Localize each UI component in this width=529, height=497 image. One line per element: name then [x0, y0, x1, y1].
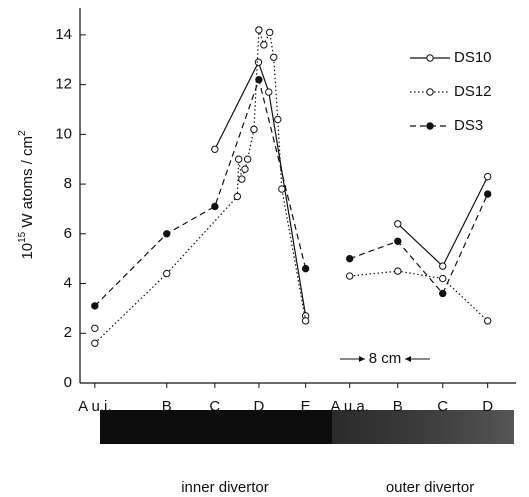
- y-label-part: W atoms / cm: [19, 136, 36, 232]
- y-label-part: 10: [19, 243, 36, 260]
- data-point: [234, 155, 243, 163]
- x-tick-label: A u.a.: [331, 398, 369, 415]
- y-tick-label: 12: [55, 76, 72, 93]
- data-point: [260, 41, 268, 49]
- inner-divertor-band: [100, 410, 332, 444]
- legend-marker: [426, 88, 434, 96]
- data-point: [439, 274, 447, 283]
- data-point: [265, 88, 273, 96]
- data-point: [394, 237, 402, 245]
- x-tick-label: C: [209, 398, 220, 415]
- arrow-head: [405, 356, 411, 362]
- legend-label: DS3: [454, 117, 483, 134]
- data-point: [345, 254, 354, 263]
- data-point: [394, 220, 402, 228]
- data-point: [91, 302, 99, 310]
- y-tick-label: 4: [64, 275, 72, 292]
- x-tick-label: B: [162, 398, 172, 415]
- data-point: [243, 155, 252, 163]
- x-tick-label: D: [253, 398, 264, 415]
- y-tick-label: 0: [64, 374, 72, 391]
- data-point: [301, 317, 310, 325]
- arrow-head: [359, 356, 365, 362]
- data-point: [274, 115, 282, 124]
- legend-label: DS10: [454, 49, 492, 66]
- data-point: [241, 165, 249, 173]
- y-tick-label: 6: [64, 225, 72, 242]
- y-tick-label: 14: [55, 26, 72, 43]
- data-point: [91, 324, 99, 332]
- legend-marker: [426, 54, 434, 62]
- data-point: [233, 192, 242, 201]
- data-point: [278, 185, 286, 193]
- data-point: [211, 202, 219, 211]
- data-point: [91, 339, 99, 347]
- data-point: [255, 75, 263, 84]
- data-point: [483, 190, 492, 198]
- x-tick-label: D: [482, 398, 493, 415]
- data-point: [211, 145, 219, 153]
- outer-divertor-band: [332, 410, 514, 444]
- region-label: inner divertor: [181, 479, 269, 496]
- data-point: [265, 28, 274, 37]
- x-tick-label: E: [301, 398, 311, 415]
- data-point: [345, 272, 354, 280]
- x-tick-label: B: [393, 398, 403, 415]
- data-point: [270, 53, 278, 61]
- data-point: [255, 26, 263, 34]
- y-tick-label: 2: [64, 324, 72, 341]
- series-line: [94, 29, 489, 344]
- x-tick-label: C: [437, 398, 448, 415]
- y-axis-label: 1015 W atoms / cm2: [17, 130, 36, 260]
- legend-label: DS12: [454, 83, 492, 100]
- legend-marker: [426, 122, 434, 130]
- data-point: [439, 262, 447, 270]
- data-point: [163, 230, 171, 238]
- data-point: [163, 269, 171, 278]
- annotation: 8 cm: [369, 350, 402, 367]
- data-point: [483, 317, 492, 325]
- data-point: [250, 125, 258, 134]
- data-point: [483, 172, 492, 181]
- y-label-part: 15: [17, 231, 28, 243]
- data-point: [394, 267, 402, 275]
- y-tick-label: 8: [64, 175, 72, 192]
- data-point: [301, 264, 310, 273]
- data-point: [439, 289, 447, 298]
- series-line: [94, 77, 489, 307]
- y-label-part: 2: [17, 130, 28, 136]
- data-point: [254, 58, 263, 66]
- y-tick-label: 10: [55, 125, 72, 142]
- data-point: [238, 175, 246, 183]
- region-label: outer divertor: [386, 479, 474, 496]
- x-tick-label: A u.i.: [78, 398, 111, 415]
